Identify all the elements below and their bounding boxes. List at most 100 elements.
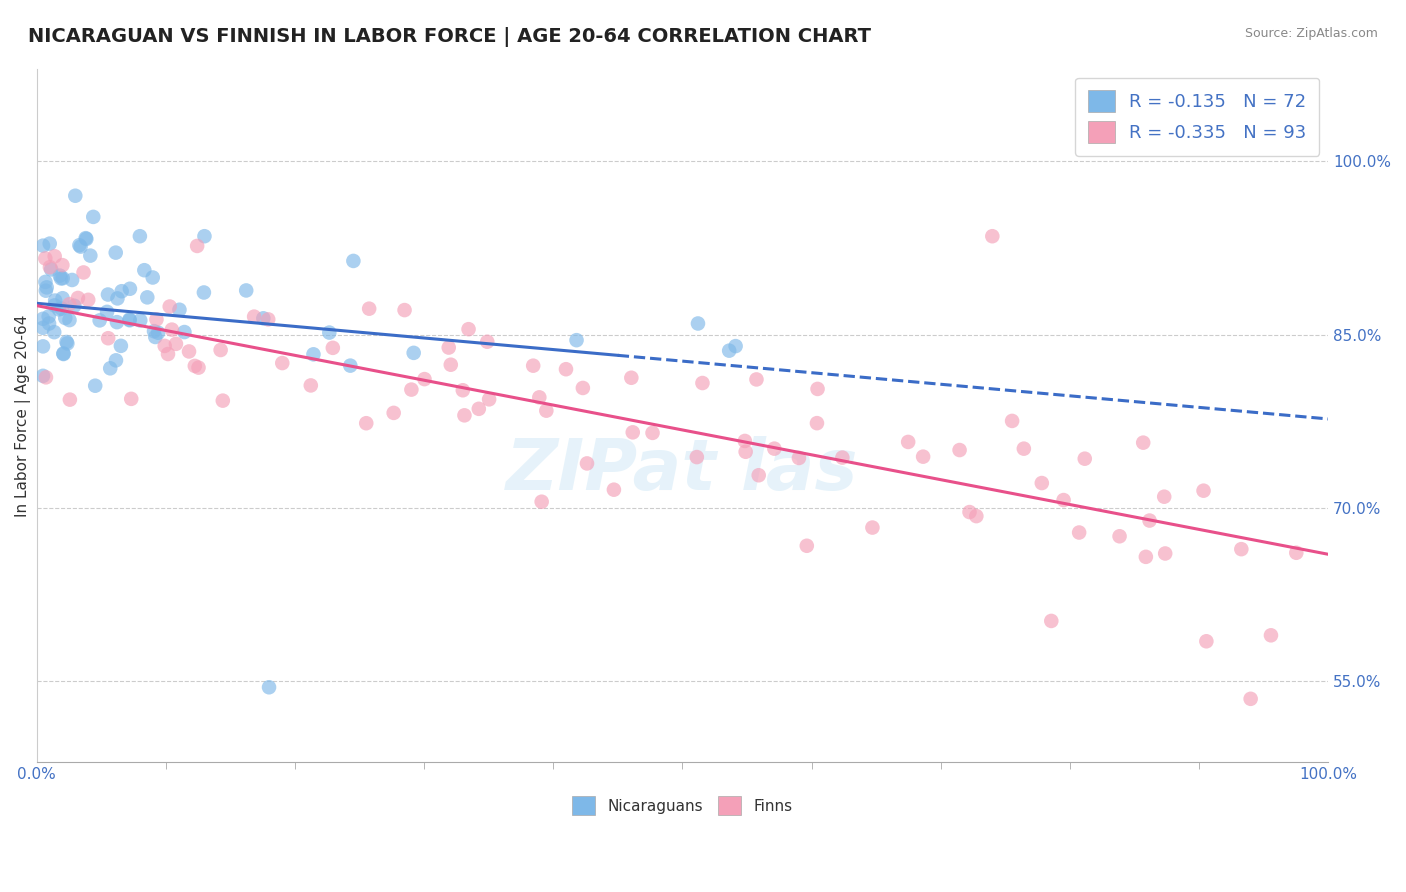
Point (32, 368, 55, 383)
Point (318, 326, 340, 340)
Point (1001, 414, 1024, 428)
Point (271, 356, 294, 370)
Point (65, 188, 87, 202)
Point (146, 326, 169, 340)
Text: ZIPat las: ZIPat las (506, 436, 859, 506)
Point (965, 509, 987, 524)
Point (153, 339, 176, 353)
Point (34, 252, 56, 266)
Point (440, 358, 463, 372)
Point (69, 239, 91, 253)
Point (572, 381, 595, 395)
Point (38, 236, 60, 251)
Point (193, 229, 215, 244)
Point (105, 315, 128, 329)
Point (97, 331, 120, 345)
Point (354, 416, 377, 430)
Point (621, 425, 644, 440)
Point (32, 339, 55, 353)
Point (1154, 546, 1177, 560)
Point (686, 450, 709, 464)
Point (209, 343, 232, 357)
Point (243, 310, 266, 324)
Point (1139, 514, 1161, 528)
Point (52, 347, 75, 361)
Point (575, 457, 598, 471)
Point (603, 483, 626, 497)
Point (641, 425, 664, 440)
Point (32, 238, 55, 252)
Point (322, 341, 344, 355)
Point (32, 311, 55, 326)
Point (156, 347, 179, 361)
Point (107, 292, 129, 306)
Point (1285, 546, 1308, 560)
Point (159, 300, 181, 314)
Point (59, 392, 82, 407)
Point (437, 341, 460, 355)
Point (257, 312, 280, 326)
Point (252, 311, 274, 326)
Point (413, 372, 436, 386)
Point (302, 347, 325, 361)
Point (692, 376, 714, 390)
Point (128, 229, 150, 244)
Point (1012, 442, 1035, 456)
Point (453, 409, 475, 423)
Point (35, 370, 58, 384)
Point (118, 282, 141, 296)
Point (468, 401, 491, 416)
Point (56, 336, 79, 351)
Point (66, 291, 89, 305)
Point (724, 339, 747, 353)
Point (1031, 476, 1053, 491)
Point (831, 450, 853, 465)
Point (63, 299, 86, 313)
Point (451, 384, 474, 398)
Point (718, 343, 741, 358)
Point (1230, 542, 1253, 557)
Point (97, 287, 120, 301)
Point (211, 393, 233, 408)
Point (79, 249, 101, 263)
Point (38, 310, 60, 324)
Point (235, 284, 257, 298)
Point (1108, 529, 1130, 543)
Point (48, 302, 70, 317)
Point (1260, 628, 1282, 642)
Point (382, 406, 405, 420)
Point (1132, 435, 1154, 450)
Point (1153, 490, 1175, 504)
Point (796, 539, 818, 553)
Point (55, 334, 77, 349)
Point (84, 378, 107, 392)
Point (72, 265, 94, 279)
Point (58, 297, 80, 311)
Point (1074, 451, 1097, 466)
Point (394, 303, 416, 318)
Point (34, 275, 56, 289)
Point (75, 231, 97, 245)
Point (981, 229, 1004, 244)
Point (860, 520, 883, 534)
Point (142, 270, 165, 285)
Point (177, 344, 200, 359)
Point (806, 382, 828, 396)
Point (948, 443, 970, 458)
Point (530, 494, 553, 508)
Point (104, 353, 127, 368)
Point (104, 245, 127, 260)
Point (620, 370, 643, 384)
Legend: Nicaraguans, Finns: Nicaraguans, Finns (562, 788, 801, 824)
Point (1135, 549, 1157, 564)
Point (959, 505, 981, 519)
Point (763, 442, 786, 456)
Point (53, 310, 76, 325)
Point (52, 291, 75, 305)
Point (75, 232, 97, 246)
Point (129, 313, 152, 327)
Text: Source: ZipAtlas.com: Source: ZipAtlas.com (1244, 27, 1378, 40)
Point (806, 416, 828, 430)
Point (118, 312, 141, 326)
Point (39, 260, 62, 274)
